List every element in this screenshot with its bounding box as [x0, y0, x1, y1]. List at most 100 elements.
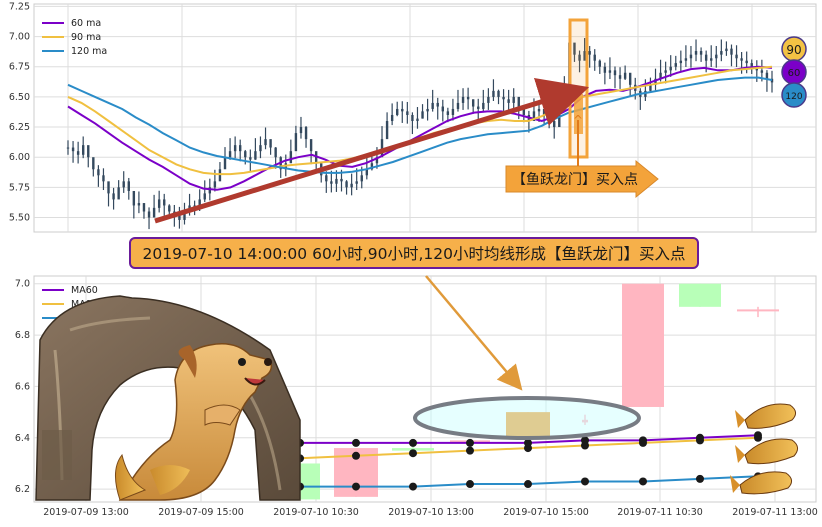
- top-price-body: [152, 207, 156, 218]
- bottom-ma-point: [639, 438, 647, 447]
- top-price-body: [502, 96, 505, 100]
- callout-arrow-shape: [505, 159, 659, 199]
- top-price-body: [396, 108, 399, 115]
- bottom-ma-point: [754, 433, 762, 442]
- top-price-body: [730, 48, 733, 55]
- bottom-ma-lines: [296, 431, 762, 491]
- top-price-body: [385, 121, 389, 140]
- bottom-ma-point: [524, 444, 532, 453]
- top-price-body: [264, 139, 267, 146]
- top-price-body: [345, 181, 348, 188]
- bottom-y-ticks: 6.2 6.4 6.6 6.8 7.0: [15, 279, 30, 495]
- top-price-body: [102, 175, 105, 182]
- top-price-body: [770, 78, 774, 83]
- top-price-body: [618, 75, 622, 79]
- top-price-body: [699, 51, 703, 55]
- top-price-body: [436, 102, 439, 107]
- top-line-120-ma: [67, 76, 773, 174]
- top-price-body: [122, 181, 125, 188]
- top-price-body: [87, 145, 90, 158]
- bottom-candle-body: [506, 412, 550, 438]
- bottom-y-tick-label: 7.0: [15, 279, 30, 290]
- top-price-body: [380, 139, 384, 158]
- top-price-body: [446, 111, 450, 115]
- top-price-body: [71, 147, 75, 152]
- badge-90-label: 90: [786, 43, 801, 57]
- top-y-tick-label: 6.25: [9, 122, 30, 133]
- top-line-60-ma: [67, 65, 773, 191]
- top-price-body: [740, 58, 743, 61]
- bottom-x-tick-label: 2019-07-11 13:00: [732, 507, 818, 518]
- top-price-body: [249, 157, 252, 160]
- top-price-body: [679, 60, 683, 64]
- top-price-body: [573, 42, 576, 55]
- top-price-body: [304, 127, 308, 140]
- top-price-body: [720, 51, 723, 55]
- badge-120: [781, 82, 807, 108]
- top-price-body: [132, 190, 136, 206]
- top-price-body: [127, 181, 130, 191]
- top-price-body: [228, 151, 232, 158]
- top-price-body: [223, 157, 227, 170]
- top-price-body: [208, 187, 212, 194]
- bottom-x-tick-label: 2019-07-10 15:00: [503, 507, 589, 518]
- bottom-candle-body: [737, 309, 779, 312]
- top-price-body: [735, 54, 738, 59]
- bottom-ma-point: [409, 482, 417, 491]
- top-price-body: [203, 193, 206, 200]
- top-price-body: [233, 145, 237, 152]
- top-price-body: [623, 72, 627, 79]
- bottom-y-tick-label: 6.6: [15, 381, 30, 392]
- top-price-body: [390, 114, 394, 122]
- top-price-body: [112, 193, 115, 200]
- top-plot-area: [33, 3, 817, 233]
- top-price-body: [355, 181, 358, 184]
- top-price-body: [375, 157, 379, 164]
- top-price-body: [482, 102, 485, 109]
- top-price-body: [163, 199, 166, 206]
- top-price-body: [244, 151, 247, 158]
- top-price-body: [147, 211, 151, 218]
- bottom-ma-point: [352, 438, 360, 447]
- bottom-ma-point: [696, 436, 704, 445]
- bottom-candle-body: [679, 283, 721, 307]
- top-price-body: [117, 187, 120, 200]
- top-price-body: [664, 70, 667, 73]
- top-price-body: [259, 145, 262, 152]
- bottom-ma-point: [466, 438, 474, 447]
- top-price-body: [669, 66, 672, 71]
- top-price-body: [66, 147, 70, 149]
- koi-fish-illustration: [730, 403, 798, 495]
- bottom-x-ticks: 2019-07-09 13:00 2019-07-09 15:00 2019-07-…: [43, 507, 818, 518]
- top-price-body: [684, 58, 688, 61]
- top-price-body: [522, 108, 526, 115]
- top-y-ticks: 5.50 5.75 6.00 6.25 6.50 6.75 7.00 7.25: [9, 1, 30, 223]
- top-price-body: [745, 60, 748, 64]
- top-y-tick-label: 7.25: [9, 1, 30, 12]
- top-price-body: [492, 90, 495, 97]
- bottom-ma-point: [352, 482, 360, 491]
- bottom-ma-point: [639, 477, 647, 486]
- top-price-body: [553, 121, 556, 128]
- bottom-ma-point: [466, 446, 474, 455]
- top-price-body: [441, 106, 444, 112]
- top-price-body: [704, 54, 708, 61]
- top-price-body: [81, 145, 85, 155]
- top-price-body: [628, 72, 632, 85]
- top-price-body: [750, 63, 753, 67]
- trend-arrow: [154, 77, 590, 224]
- top-price-body: [330, 181, 333, 184]
- top-price-body: [157, 199, 161, 208]
- bottom-x-tick-label: 2019-07-10 13:00: [388, 507, 474, 518]
- top-price-body: [213, 181, 217, 188]
- bottom-x-tick-label: 2019-07-11 10:30: [617, 507, 703, 518]
- bottom-x-tick-label: 2019-07-09 15:00: [158, 507, 244, 518]
- top-price-body: [760, 70, 764, 73]
- top-price-body: [603, 66, 607, 73]
- top-price-body: [512, 96, 515, 103]
- top-price-body: [360, 175, 363, 182]
- top-price-body: [97, 169, 100, 176]
- bottom-ma-point: [409, 438, 417, 447]
- top-price-body: [218, 169, 222, 182]
